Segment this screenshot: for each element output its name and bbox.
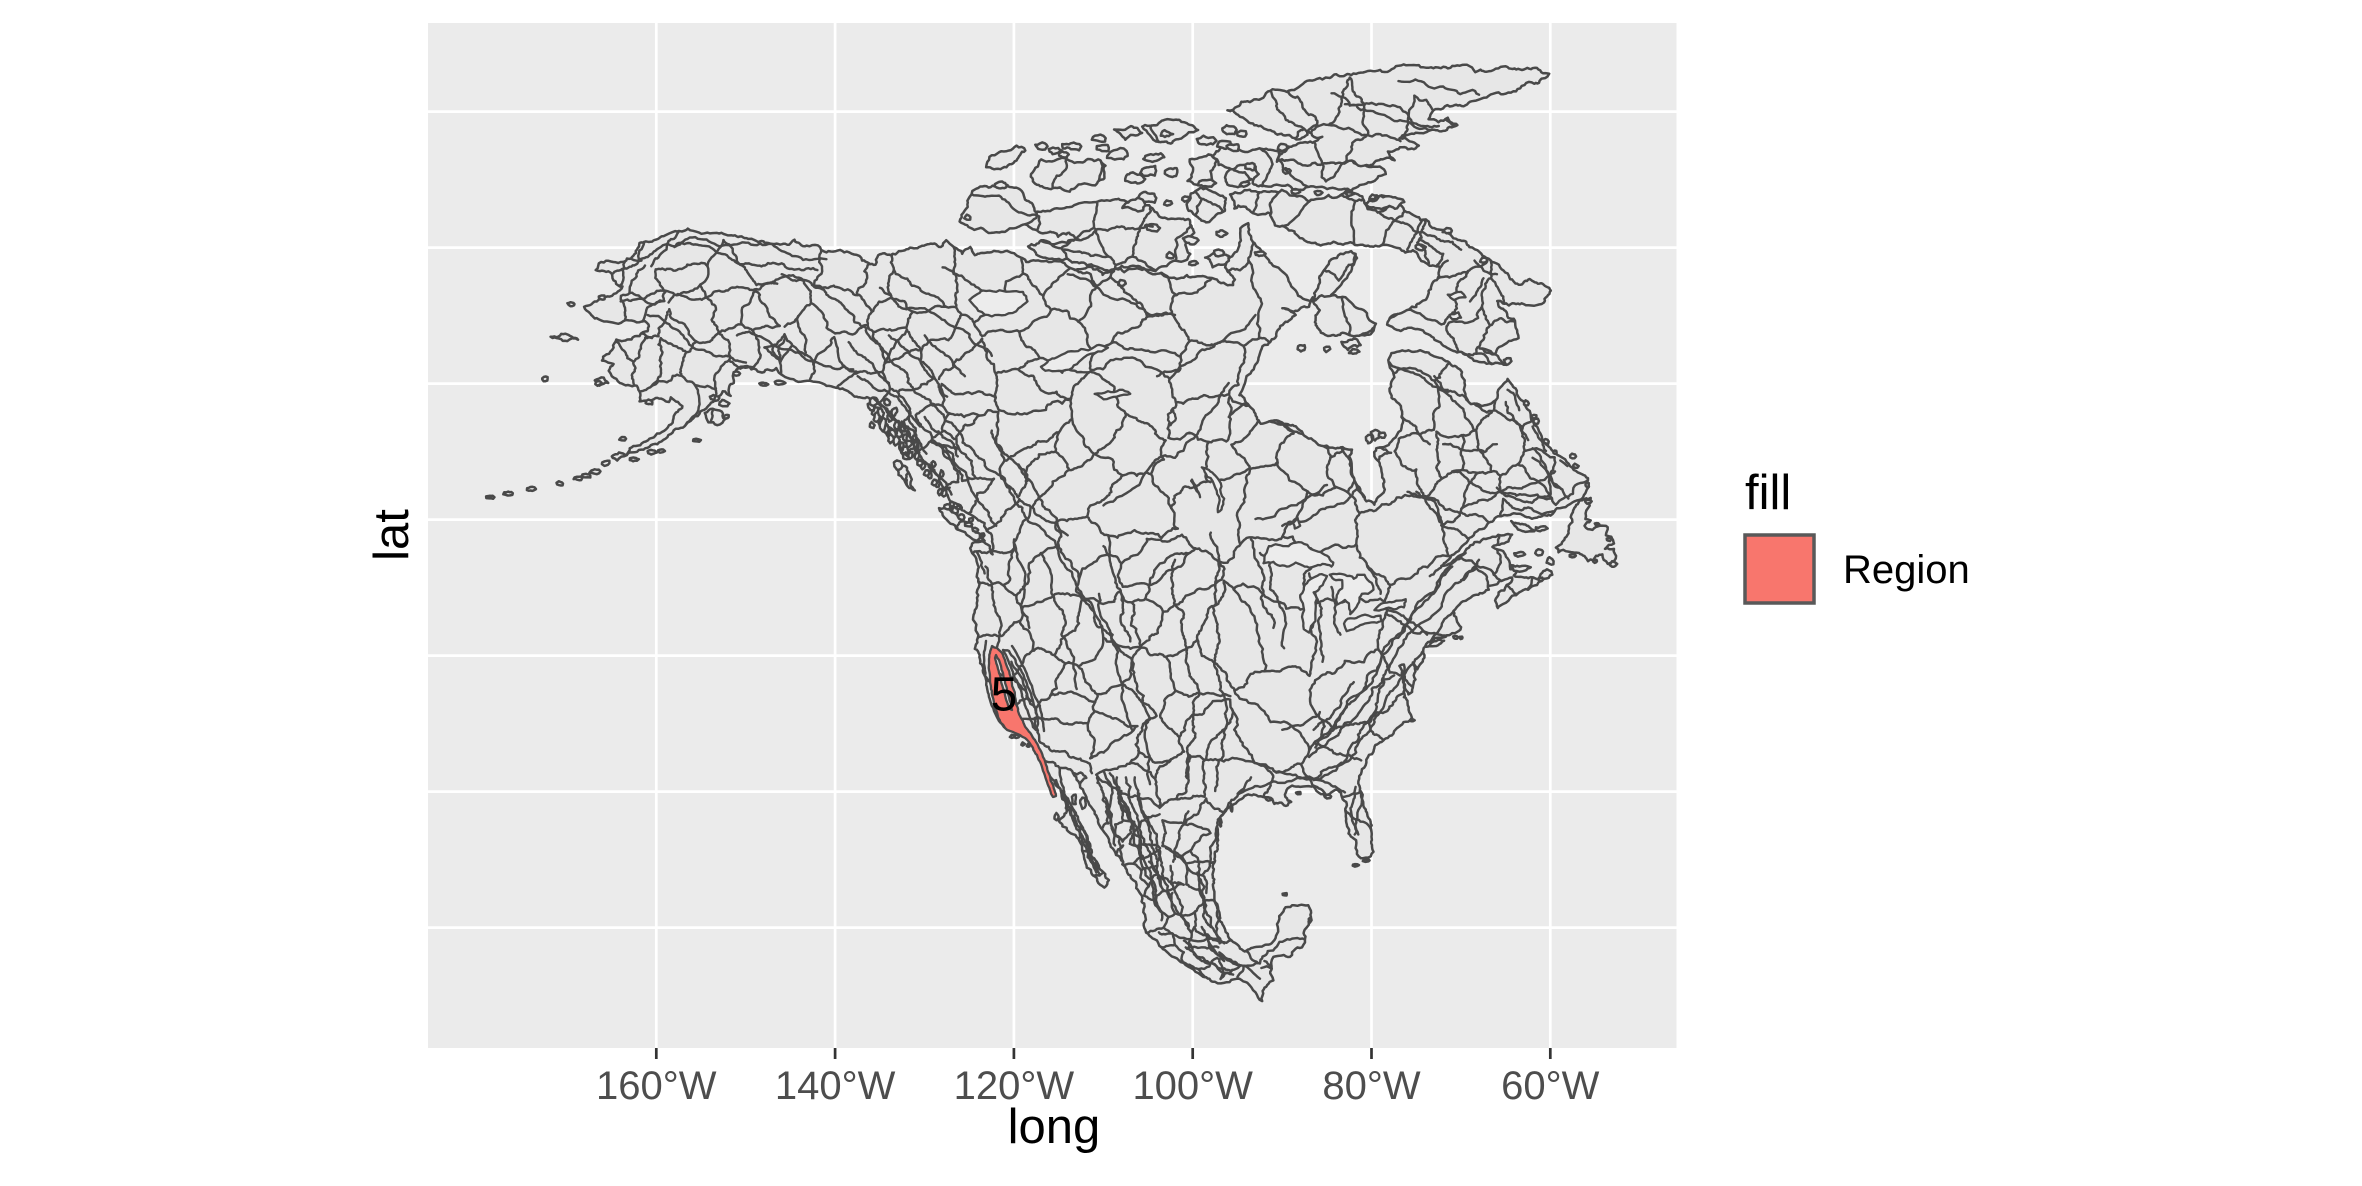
svg-text:long: long (1008, 1100, 1101, 1154)
svg-text:160°W: 160°W (596, 1064, 717, 1108)
svg-text:60°W: 60°W (1501, 1064, 1599, 1108)
svg-text:Region: Region (1843, 548, 1970, 592)
svg-text:120°W: 120°W (954, 1064, 1075, 1108)
svg-text:100°W: 100°W (1132, 1064, 1253, 1108)
svg-text:5: 5 (991, 669, 1018, 722)
svg-text:80°W: 80°W (1322, 1064, 1420, 1108)
svg-text:fill: fill (1745, 466, 1791, 520)
svg-text:140°W: 140°W (775, 1064, 896, 1108)
svg-text:lat: lat (365, 509, 419, 561)
